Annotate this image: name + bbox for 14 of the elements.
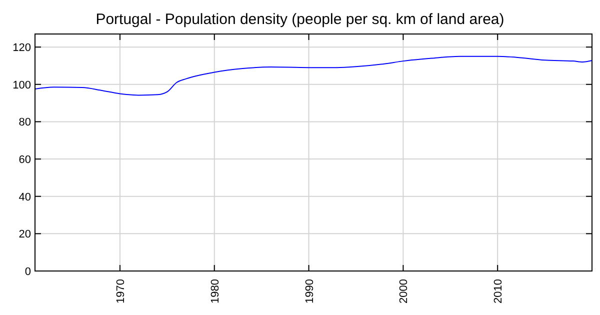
line-series <box>34 56 592 96</box>
y-tick-label: 60 <box>18 154 31 166</box>
y-tick-label: 100 <box>12 79 31 92</box>
x-tick-label: 1970 <box>114 279 127 304</box>
y-tick-label: 0 <box>24 266 31 278</box>
x-tick-label: 1980 <box>209 279 222 304</box>
x-tick-label: 1990 <box>304 279 316 304</box>
x-tick-label: 2010 <box>492 279 505 304</box>
chart-title: Portugal - Population density (people per sq. km of land area) <box>96 11 504 28</box>
y-tick-label: 120 <box>12 42 31 54</box>
y-tick-label: 40 <box>18 191 31 204</box>
y-tick-label: 80 <box>18 116 31 129</box>
y-tick-label: 20 <box>18 228 31 241</box>
x-tick-label: 2000 <box>398 279 410 304</box>
